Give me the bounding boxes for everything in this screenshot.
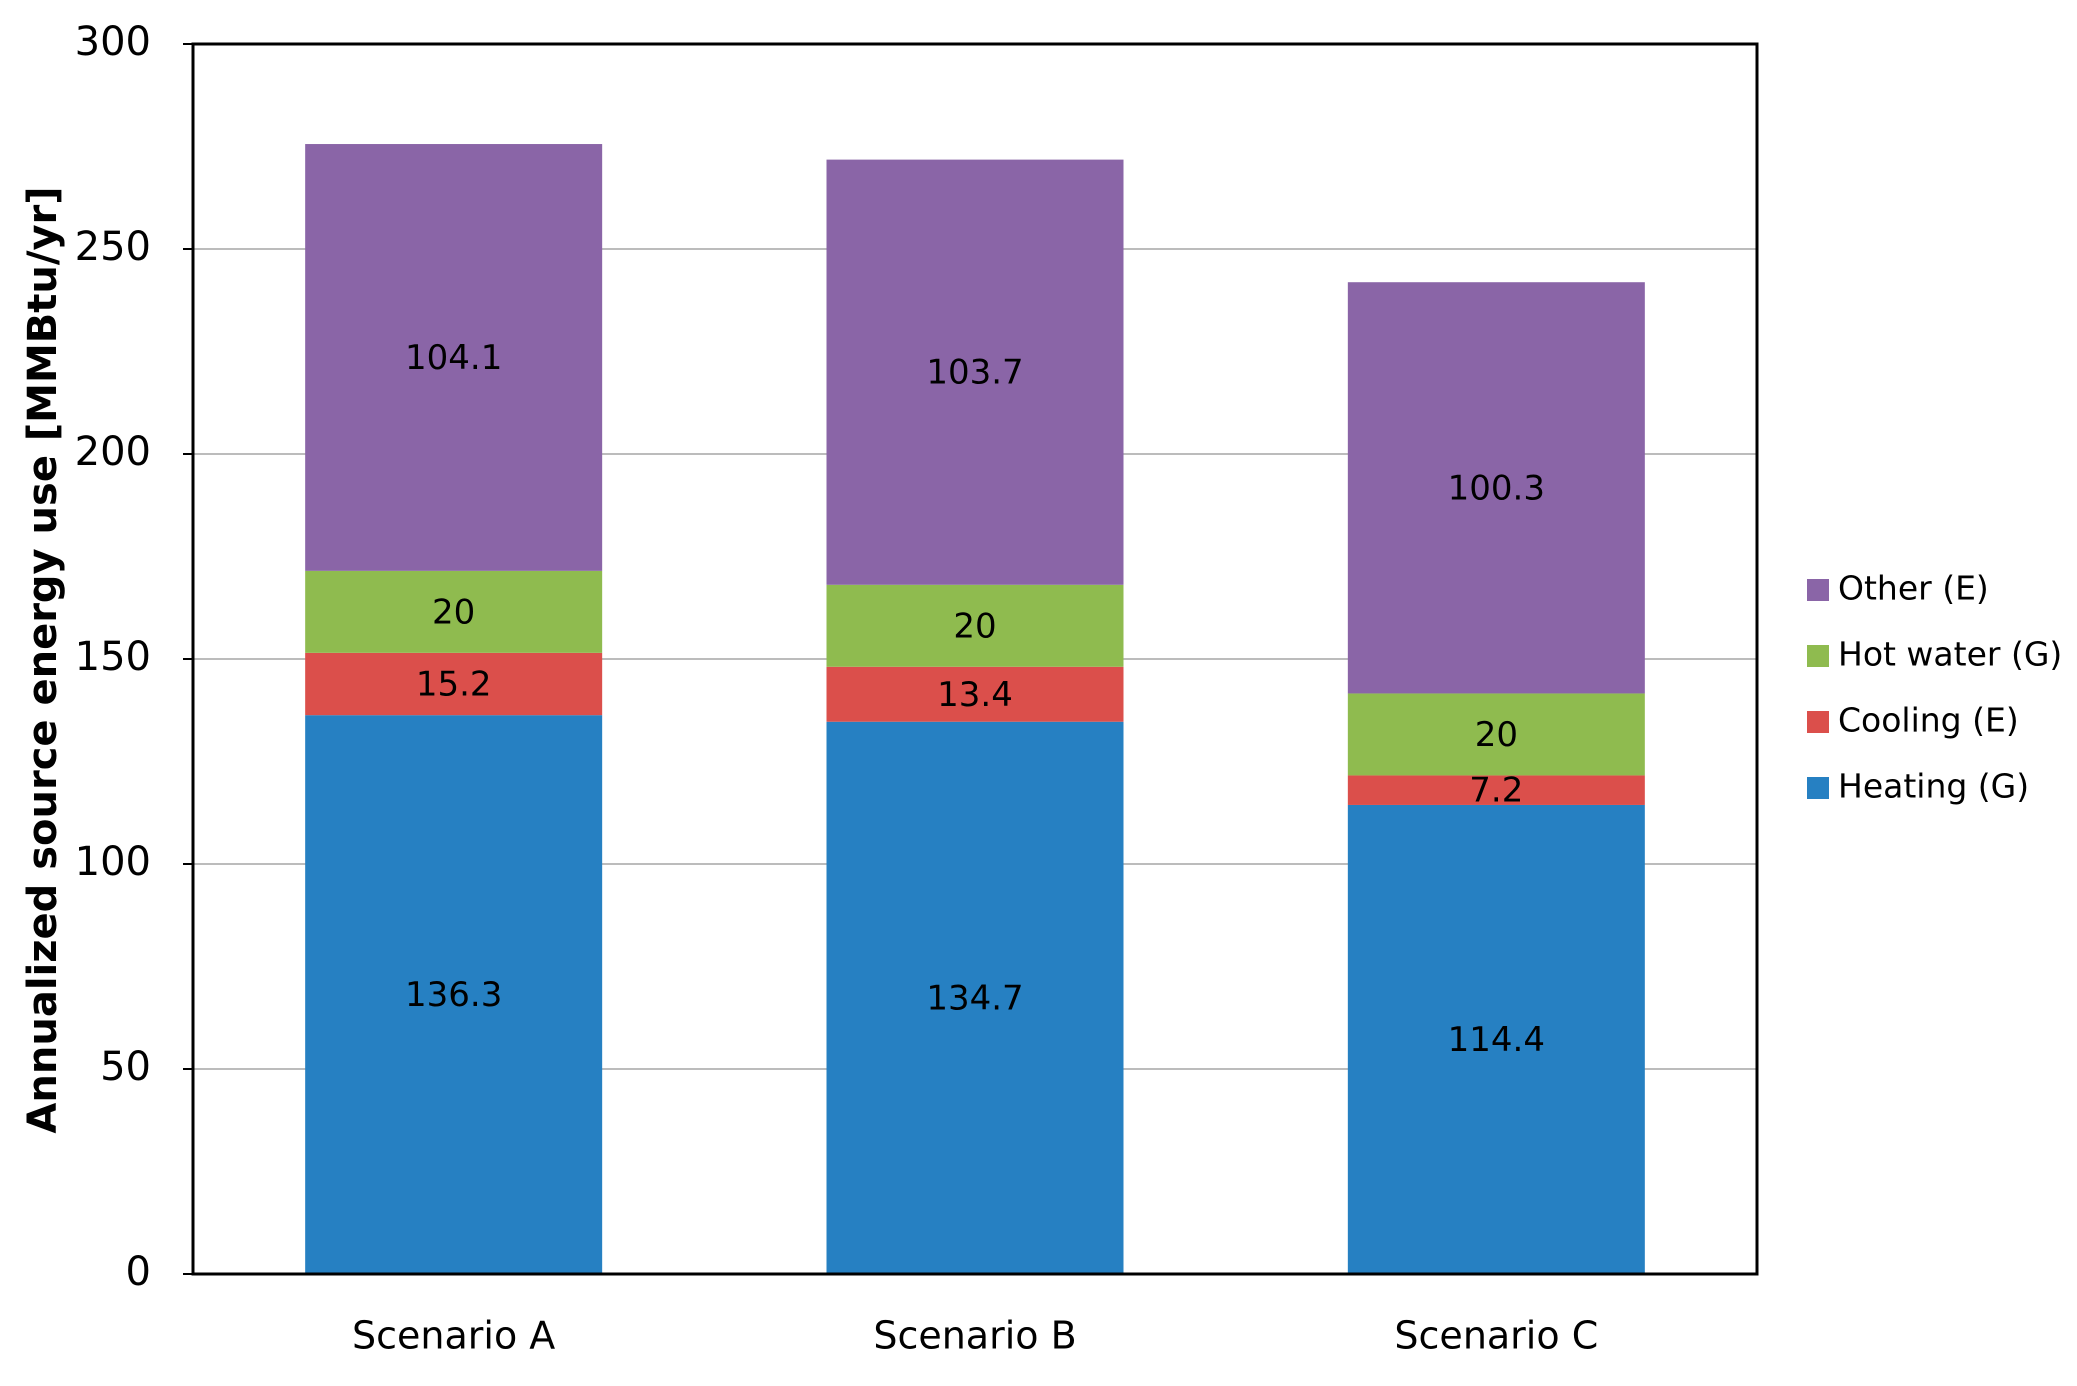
data-label: 15.2 — [416, 665, 492, 705]
legend-label: Other (E) — [1838, 569, 1989, 608]
legend-swatch — [1807, 579, 1829, 601]
data-label: 134.7 — [926, 978, 1023, 1018]
y-tick-label: 0 — [126, 1249, 151, 1295]
bar-segment-hot-water-g — [305, 570, 603, 653]
legend-label: Heating (G) — [1838, 767, 2029, 806]
bar-segment-other-e — [305, 144, 603, 571]
y-tick-label: 50 — [100, 1044, 151, 1090]
data-label: 20 — [432, 592, 475, 632]
data-label: 20 — [1475, 715, 1518, 755]
bar-segment-hot-water-g — [1347, 693, 1645, 776]
y-tick-label: 250 — [75, 224, 151, 270]
y-tick-label: 150 — [75, 634, 151, 680]
bar-segment-cooling-e — [826, 666, 1124, 722]
bar-segment-other-e — [1347, 282, 1645, 694]
axes: 0 50 100 150 200 250 300 Scenario A Scenario B Sc… — [75, 19, 1759, 1358]
plot-frame — [191, 42, 1759, 1276]
data-label: 13.4 — [937, 675, 1013, 715]
bars — [305, 144, 1645, 1274]
legend-swatch — [1807, 777, 1829, 799]
x-category-label: Scenario C — [1394, 1314, 1598, 1358]
bar-segment-heating-g — [305, 715, 603, 1274]
bar-segment-cooling-e — [305, 652, 603, 716]
y-axis-title: Annualized source energy use [MMBtu/yr] — [20, 186, 66, 1133]
bar-segment-cooling-e — [1347, 775, 1645, 805]
bar-segment-heating-g — [1347, 804, 1645, 1274]
bar-segment-other-e — [826, 159, 1124, 585]
x-category-label: Scenario A — [352, 1314, 555, 1358]
legend: Other (E) Hot water (G) Cooling (E) Heating… — [1807, 569, 2062, 806]
legend-label: Cooling (E) — [1838, 701, 2019, 740]
data-label: 20 — [953, 606, 996, 646]
y-tick-label: 300 — [75, 19, 151, 65]
data-label: 114.4 — [1448, 1020, 1545, 1060]
bar-segment-heating-g — [826, 721, 1124, 1274]
bar-segment-hot-water-g — [826, 584, 1124, 667]
data-labels: 136.3 15.2 20 104.1 134.7 13.4 20 103.7 114.4 7.2… — [405, 338, 1545, 1060]
y-tick-label: 200 — [75, 429, 151, 475]
data-label: 103.7 — [926, 353, 1023, 393]
data-label: 136.3 — [405, 975, 502, 1015]
legend-swatch — [1807, 711, 1829, 733]
data-label: 100.3 — [1448, 468, 1545, 508]
y-tick-label: 100 — [75, 839, 151, 885]
legend-swatch — [1807, 645, 1829, 667]
data-label: 104.1 — [405, 338, 502, 378]
legend-label: Hot water (G) — [1838, 635, 2062, 674]
data-label: 7.2 — [1469, 771, 1523, 811]
x-category-label: Scenario B — [873, 1314, 1076, 1358]
